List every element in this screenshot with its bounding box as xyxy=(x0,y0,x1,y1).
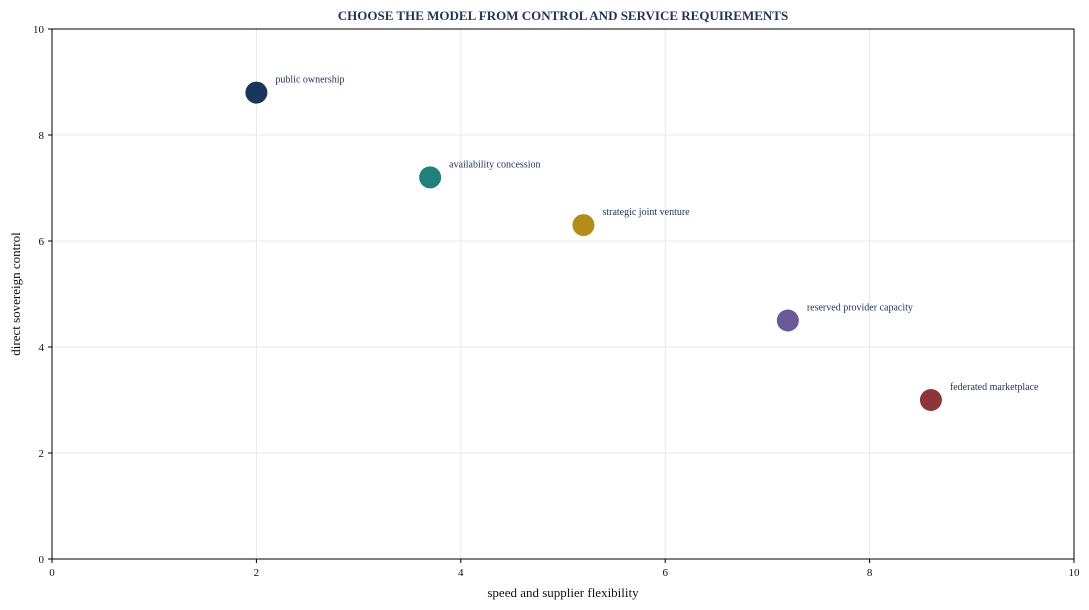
point-label: reserved provider capacity xyxy=(807,303,913,314)
chart-title: CHOOSE THE MODEL FROM CONTROL AND SERVIC… xyxy=(338,8,788,23)
data-point xyxy=(419,166,442,189)
axis-ticks: 0 2 4 6 8 10 0 2 4 6 8 10 xyxy=(33,24,1080,579)
point-label: federated marketplace xyxy=(950,382,1039,393)
data-point xyxy=(572,214,595,237)
x-tick-label: 8 xyxy=(867,567,873,579)
y-tick-label: 6 xyxy=(39,236,45,248)
x-tick-label: 4 xyxy=(458,567,464,579)
y-axis-label: direct sovereign control xyxy=(8,232,23,356)
x-tick-label: 2 xyxy=(254,567,260,579)
y-tick-label: 4 xyxy=(39,342,45,354)
y-tick-label: 0 xyxy=(39,554,45,566)
y-tick-label: 8 xyxy=(39,130,45,142)
plot-frame xyxy=(51,28,1075,560)
data-points: public ownership availability concession s… xyxy=(245,75,1039,411)
data-point xyxy=(919,389,942,411)
y-tick-label: 2 xyxy=(39,448,45,460)
x-axis-label: speed and supplier flexibility xyxy=(487,585,639,600)
point-label: public ownership xyxy=(275,75,344,86)
y-tick-label: 10 xyxy=(33,24,45,36)
grid-lines xyxy=(51,28,1075,560)
data-point xyxy=(776,309,799,332)
data-point xyxy=(245,81,268,104)
x-tick-label: 10 xyxy=(1069,567,1081,579)
x-tick-label: 0 xyxy=(49,567,55,579)
point-label: availability concession xyxy=(449,159,540,170)
point-label: strategic joint venture xyxy=(602,207,690,218)
x-tick-label: 6 xyxy=(662,567,668,579)
